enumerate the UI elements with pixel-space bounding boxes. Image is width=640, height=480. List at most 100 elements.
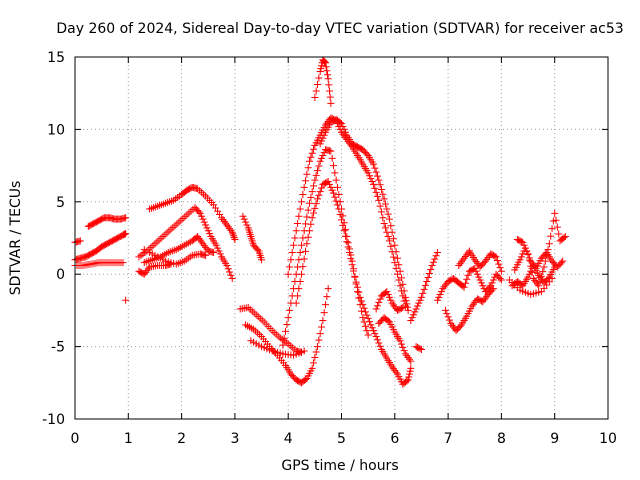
data-point-fill [521, 244, 529, 252]
data-point [330, 189, 338, 197]
data-point-fill [355, 288, 363, 296]
data-point-fill [314, 167, 322, 175]
data-point-fill [317, 65, 325, 73]
data-point-fill [391, 303, 399, 311]
data-point-fill [405, 355, 413, 363]
data-point-fill [488, 286, 496, 294]
data-point-fill [198, 238, 206, 246]
data-point-fill [389, 253, 397, 261]
data-point-fill [403, 300, 411, 308]
data-point [210, 248, 218, 256]
data-point-fill [367, 175, 375, 183]
data-point [441, 306, 449, 314]
data-point-fill [214, 244, 222, 252]
data-point-fill [384, 290, 392, 298]
data-point-fill [195, 234, 203, 242]
data-point [367, 321, 375, 329]
data-point [306, 199, 314, 207]
data-point-fill [332, 197, 340, 205]
data-point [122, 296, 130, 304]
data-point-fill [226, 268, 234, 276]
data-point-fill [341, 232, 349, 240]
data-point-fill [300, 255, 308, 263]
data-point-fill [553, 223, 561, 231]
data-point-fill [532, 278, 540, 286]
data-point [298, 270, 306, 278]
data-point [356, 293, 364, 301]
y-axis-label: SDTVAR / TECUs [8, 181, 24, 296]
data-point-fill [318, 62, 326, 70]
data-point-fill [325, 81, 333, 89]
data-point-fill [388, 228, 396, 236]
data-point-fill [353, 283, 361, 291]
data-point-fill [383, 205, 391, 213]
data-point [122, 214, 130, 222]
data-point [295, 256, 303, 264]
data-point-fill [230, 234, 238, 242]
series-arc-r [311, 56, 335, 107]
data-point-fill [360, 304, 368, 312]
data-point-fill [436, 290, 444, 298]
series-arc-ad [505, 275, 556, 298]
data-point [428, 262, 436, 270]
data-point [300, 183, 308, 191]
data-point-fill [296, 277, 304, 285]
data-point-fill [294, 292, 302, 300]
data-point [380, 195, 388, 203]
data-point-fill [338, 216, 345, 224]
data-point-fill [348, 261, 356, 269]
data-point-fill [377, 185, 385, 193]
series-arc-s [316, 115, 412, 314]
data-point-fill [397, 274, 405, 282]
data-point [345, 248, 353, 256]
series-arc-w [412, 343, 425, 353]
data-point [497, 267, 505, 275]
series-arc-j [135, 260, 175, 278]
data-point-fill [387, 296, 395, 304]
data-point-fill [528, 268, 536, 276]
x-tick-label: 7 [444, 431, 453, 447]
data-point-fill [198, 212, 206, 220]
x-tick-label: 10 [599, 431, 617, 447]
data-point [372, 332, 380, 340]
data-point-fill [523, 247, 531, 255]
data-point [417, 293, 425, 301]
data-point-fill [304, 164, 312, 172]
data-point-fill [215, 247, 223, 255]
series-arc-m [242, 285, 332, 387]
data-point-fill [444, 313, 452, 321]
data-point [548, 275, 556, 283]
data-point-fill [320, 57, 328, 65]
data-point-fill [527, 262, 535, 270]
data-point-fill [369, 327, 377, 335]
data-point-fill [331, 193, 339, 201]
data-point [231, 235, 239, 243]
x-tick-label: 1 [124, 431, 133, 447]
data-point-fill [302, 376, 310, 384]
data-points [71, 56, 569, 388]
data-point-fill [472, 267, 480, 275]
data-point-fill [229, 230, 237, 238]
data-point-fill [379, 190, 387, 198]
data-point-fill [195, 208, 203, 216]
x-tick-label: 6 [390, 431, 399, 447]
data-point-fill [480, 296, 488, 304]
data-point-fill [384, 317, 392, 325]
data-point [369, 180, 377, 188]
data-point-fill [443, 310, 451, 318]
data-point-fill [242, 218, 250, 226]
data-point-fill [298, 241, 306, 249]
data-point-fill [449, 323, 457, 331]
data-point [228, 275, 236, 283]
data-point-fill [393, 254, 401, 262]
data-point-fill [377, 208, 385, 216]
data-point-fill [375, 298, 383, 306]
data-point [316, 157, 324, 165]
data-point-fill [376, 181, 384, 189]
data-point [439, 285, 447, 293]
data-point-fill [220, 217, 228, 225]
data-point [385, 237, 393, 245]
x-tick-label: 0 [71, 431, 80, 447]
data-point-fill [339, 221, 347, 229]
